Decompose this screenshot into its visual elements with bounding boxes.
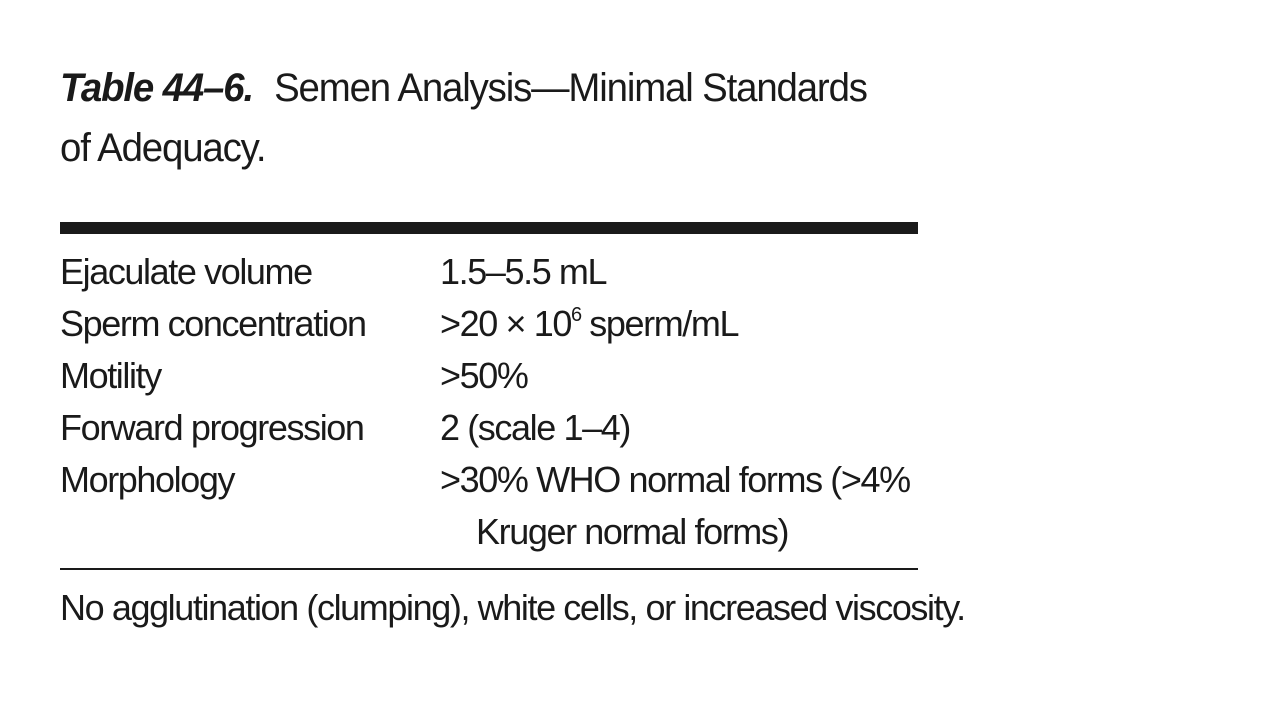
table-row: Motility >50%: [60, 350, 918, 402]
table-footnote: No agglutination (clumping), white cells…: [60, 587, 966, 628]
table-bottom-rule: [60, 568, 918, 570]
table-label: Table 44–6.: [60, 66, 254, 110]
table-caption: Table 44–6. Semen Analysis—Minimal Standa…: [60, 58, 884, 178]
table-top-rule: [60, 222, 918, 234]
table-title-line1: Semen Analysis—Minimal Standards: [274, 66, 868, 110]
table-row: Forward progression 2 (scale 1–4): [60, 402, 918, 454]
value-prefix: >20 × 10: [440, 303, 572, 344]
row-value: >50%: [440, 355, 529, 396]
row-value: 1.5–5.5 mL: [440, 251, 608, 292]
row-parameter: Motility: [60, 355, 162, 396]
table-row: Sperm concentration >20 × 106 sperm/mL: [60, 298, 918, 350]
row-value: >20 × 106 sperm/mL: [440, 298, 918, 350]
value-suffix: sperm/mL: [580, 303, 739, 344]
value-exponent: 6: [570, 304, 582, 326]
table-row: Ejaculate volume 1.5–5.5 mL: [60, 246, 918, 298]
row-parameter: Morphology: [60, 459, 236, 500]
row-parameter: Ejaculate volume: [60, 251, 313, 292]
row-parameter: Forward progression: [60, 407, 365, 448]
table-row: Morphology >30% WHO normal forms (>4% Kr…: [60, 454, 918, 558]
document-table: Table 44–6. Semen Analysis—Minimal Standa…: [60, 58, 966, 628]
value-line2: Kruger normal forms): [476, 511, 789, 552]
row-value: 2 (scale 1–4): [440, 407, 631, 448]
row-value: >30% WHO normal forms (>4% Kruger normal…: [440, 454, 918, 558]
value-line1: >30% WHO normal forms (>4%: [440, 459, 911, 500]
row-parameter: Sperm concentration: [60, 303, 367, 344]
table-body: Ejaculate volume 1.5–5.5 mL Sperm concen…: [60, 246, 918, 558]
table-title-line2: of Adequacy.: [60, 126, 267, 170]
